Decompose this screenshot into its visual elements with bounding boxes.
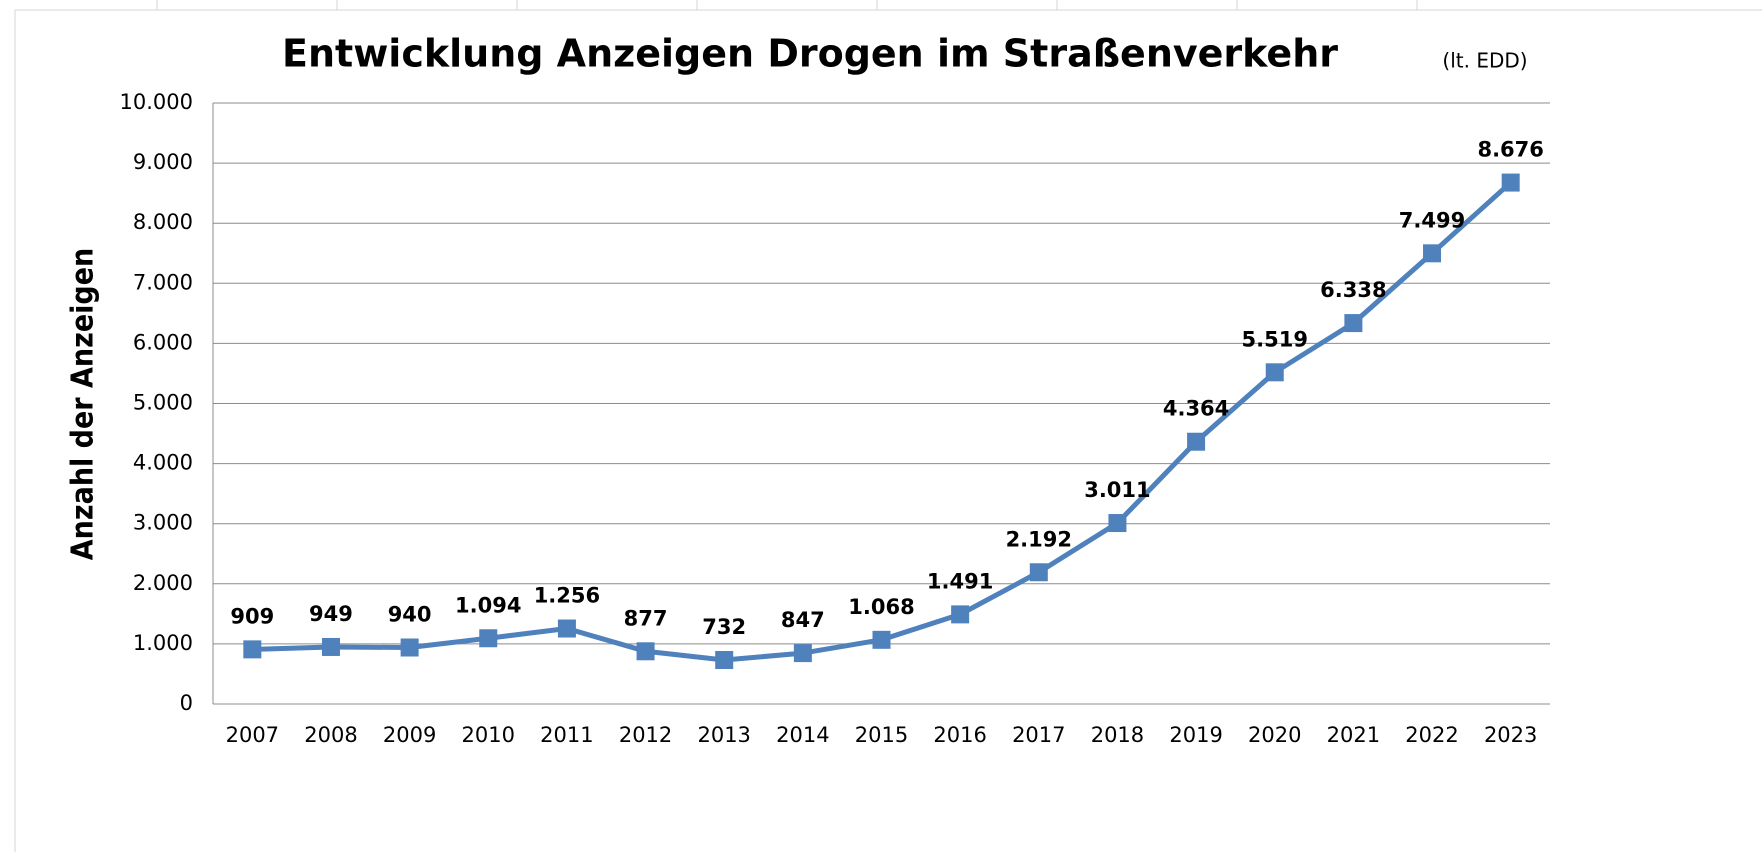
- marker: [793, 644, 812, 663]
- x-tick-label: 2008: [304, 723, 357, 747]
- y-tick-label: 7.000: [133, 270, 193, 294]
- data-label: 1.256: [534, 584, 600, 608]
- x-tick-label: 2014: [776, 723, 829, 747]
- data-label: 1.094: [455, 593, 521, 617]
- y-tick-label: 1.000: [133, 631, 193, 655]
- y-tick-label: 0: [180, 691, 193, 715]
- chart-subtitle: (lt. EDD): [1442, 49, 1527, 73]
- sheet-decoration: [14, 0, 1762, 852]
- y-tick-label: 4.000: [133, 451, 193, 475]
- y-tick-label: 9.000: [133, 150, 193, 174]
- x-tick-label: 2020: [1248, 723, 1301, 747]
- y-tick-label: 10.000: [120, 90, 193, 114]
- x-tick-label: 2010: [462, 723, 515, 747]
- data-label: 909: [230, 604, 274, 628]
- y-tick-label: 3.000: [133, 511, 193, 535]
- data-label: 1.068: [848, 595, 914, 619]
- data-label: 949: [309, 602, 353, 626]
- data-label: 5.519: [1242, 327, 1308, 351]
- marker: [1344, 314, 1363, 333]
- x-tick-label: 2011: [540, 723, 593, 747]
- data-label: 8.676: [1477, 138, 1543, 162]
- marker: [1108, 514, 1127, 533]
- marker: [321, 637, 340, 656]
- marker: [400, 638, 419, 657]
- marker: [1423, 244, 1442, 263]
- x-tick-label: 2023: [1484, 723, 1537, 747]
- marker: [1265, 363, 1284, 382]
- x-tick-label: 2018: [1091, 723, 1144, 747]
- data-label: 732: [702, 615, 746, 639]
- marker: [479, 629, 498, 648]
- y-tick-label: 5.000: [133, 391, 193, 415]
- x-tick-label: 2022: [1405, 723, 1458, 747]
- data-label: 940: [388, 603, 432, 627]
- marker: [715, 651, 734, 670]
- y-tick-label: 2.000: [133, 571, 193, 595]
- marker: [951, 605, 970, 624]
- marker: [557, 619, 576, 638]
- data-label: 4.364: [1163, 397, 1229, 421]
- marker: [1501, 173, 1520, 192]
- x-tick-label: 2013: [697, 723, 750, 747]
- marker: [243, 640, 262, 659]
- y-tick-label: 6.000: [133, 330, 193, 354]
- series-line: [252, 180, 1513, 663]
- data-label: 1.491: [927, 569, 993, 593]
- x-tick-label: 2019: [1169, 723, 1222, 747]
- data-label: 847: [781, 608, 825, 632]
- x-tick-label: 2017: [1012, 723, 1065, 747]
- y-tick-label: 8.000: [133, 210, 193, 234]
- data-label: 7.499: [1399, 208, 1465, 232]
- data-label: 3.011: [1084, 478, 1150, 502]
- x-tick-label: 2021: [1327, 723, 1380, 747]
- x-tick-label: 2009: [383, 723, 436, 747]
- data-label: 877: [624, 606, 668, 630]
- marker: [636, 642, 655, 661]
- data-label: 6.338: [1320, 278, 1386, 302]
- chart-title: Entwicklung Anzeigen Drogen im Straßenve…: [282, 32, 1338, 76]
- marker: [1029, 563, 1048, 582]
- x-tick-label: 2016: [933, 723, 986, 747]
- data-label: 2.192: [1006, 527, 1072, 551]
- marker: [1187, 432, 1206, 451]
- x-tick-label: 2015: [855, 723, 908, 747]
- marker: [872, 630, 891, 649]
- x-tick-label: 2012: [619, 723, 672, 747]
- x-tick-label: 2007: [226, 723, 279, 747]
- y-axis-label: Anzahl der Anzeigen: [66, 248, 101, 560]
